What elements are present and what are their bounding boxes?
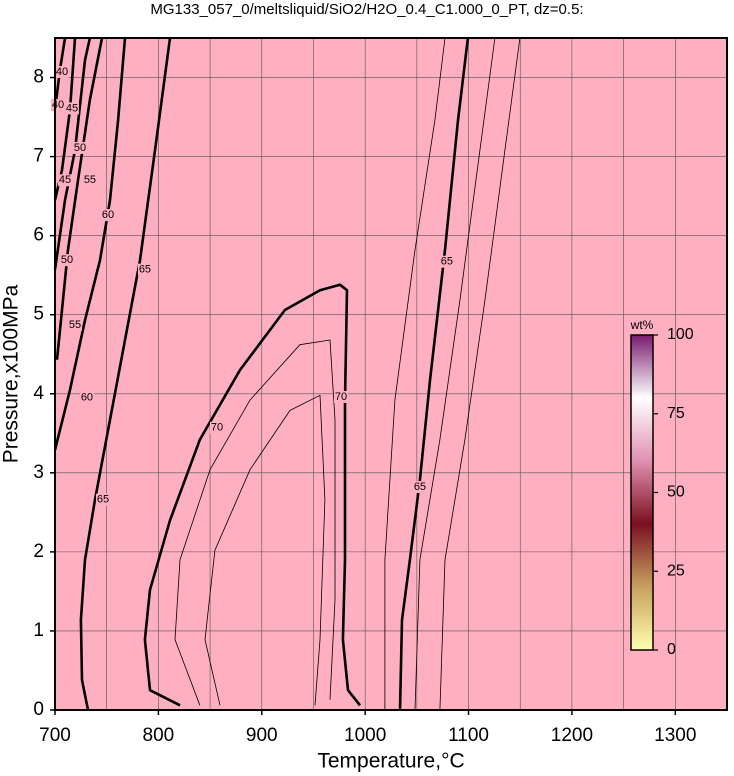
contour-label-bg: [137, 263, 152, 276]
contour-line: [398, 37, 470, 711]
contour-line: [204, 394, 326, 706]
contour-line: [439, 37, 521, 711]
y-tick-label: 4: [33, 383, 44, 404]
contour-label-bg: [95, 493, 110, 506]
contour-label-bg: [55, 65, 70, 78]
y-tick-label: 6: [33, 225, 44, 246]
colorbar-tick-label: 100: [667, 326, 694, 343]
plot-background: [55, 38, 727, 710]
contour-label: 40: [52, 99, 64, 111]
x-tick-label: 900: [246, 725, 278, 746]
contour-label: 70: [335, 391, 347, 403]
x-tick-label: 1200: [551, 725, 593, 746]
colorbar-tick-label: 50: [667, 484, 685, 501]
x-tick-label: 1100: [448, 725, 489, 746]
colorbar-tick-label: 25: [667, 562, 685, 579]
contour-label-bg: [439, 255, 454, 268]
contour-label-bg: [67, 318, 82, 331]
y-tick-label: 7: [33, 146, 44, 167]
contour-line: [143, 283, 362, 707]
y-axis-label: Pressure,x100MPa: [0, 284, 23, 463]
contour-label-bg: [101, 209, 116, 222]
contour-label-bg: [79, 391, 94, 404]
x-tick-label: 1000: [344, 725, 386, 746]
contour-label-bg: [210, 421, 225, 434]
contour-line: [414, 37, 496, 711]
contour-label-bg: [82, 174, 97, 187]
contour-label: 55: [69, 319, 81, 331]
contour-label: 65: [414, 481, 426, 493]
contour-line: [79, 37, 172, 711]
y-tick-label: 3: [33, 462, 44, 483]
contour-label: 65: [139, 264, 151, 276]
contour-line: [53, 37, 127, 451]
y-tick-label: 5: [33, 304, 44, 325]
contour-label-bg: [58, 174, 73, 187]
contour-label: 50: [61, 254, 73, 266]
plot-frame: [54, 37, 728, 711]
y-tick-label: 2: [33, 541, 44, 562]
contour-label: 45: [59, 174, 71, 186]
x-axis-label: Temperature,°C: [317, 750, 464, 773]
contour-label: 65: [441, 256, 453, 268]
contour-label-bg: [64, 102, 79, 115]
contour-label: 60: [81, 392, 93, 404]
contour-label: 60: [102, 209, 114, 221]
contour-label-bg: [412, 481, 427, 494]
contour-label: 50: [74, 142, 86, 154]
x-tick-label: 800: [143, 725, 175, 746]
chart-title: MG133_057_0/meltsliquid/SiO2/H2O_0.4_C1.…: [150, 1, 583, 18]
x-tick-label: 1300: [654, 725, 696, 746]
y-tick-label: 0: [33, 699, 44, 720]
colorbar: [630, 334, 654, 651]
contour-label: 45: [66, 102, 78, 114]
colorbar-label: wt%: [630, 318, 654, 332]
contour-label-bg: [73, 141, 88, 154]
contour-label: 55: [84, 174, 96, 186]
x-tick-label: 700: [39, 725, 71, 746]
contour-label: 65: [97, 494, 109, 506]
contour-line: [55, 37, 104, 360]
contour-line: [384, 37, 446, 710]
y-tick-label: 8: [33, 67, 44, 88]
contour-label: 70: [211, 422, 223, 434]
contour-label-bg: [59, 254, 74, 267]
colorbar-tick-label: 75: [667, 405, 685, 422]
contour-label-bg: [333, 390, 348, 403]
contour-line: [174, 339, 336, 706]
y-tick-label: 1: [33, 620, 44, 641]
contour-label: 40: [56, 66, 68, 78]
colorbar-tick-label: 0: [667, 641, 676, 658]
